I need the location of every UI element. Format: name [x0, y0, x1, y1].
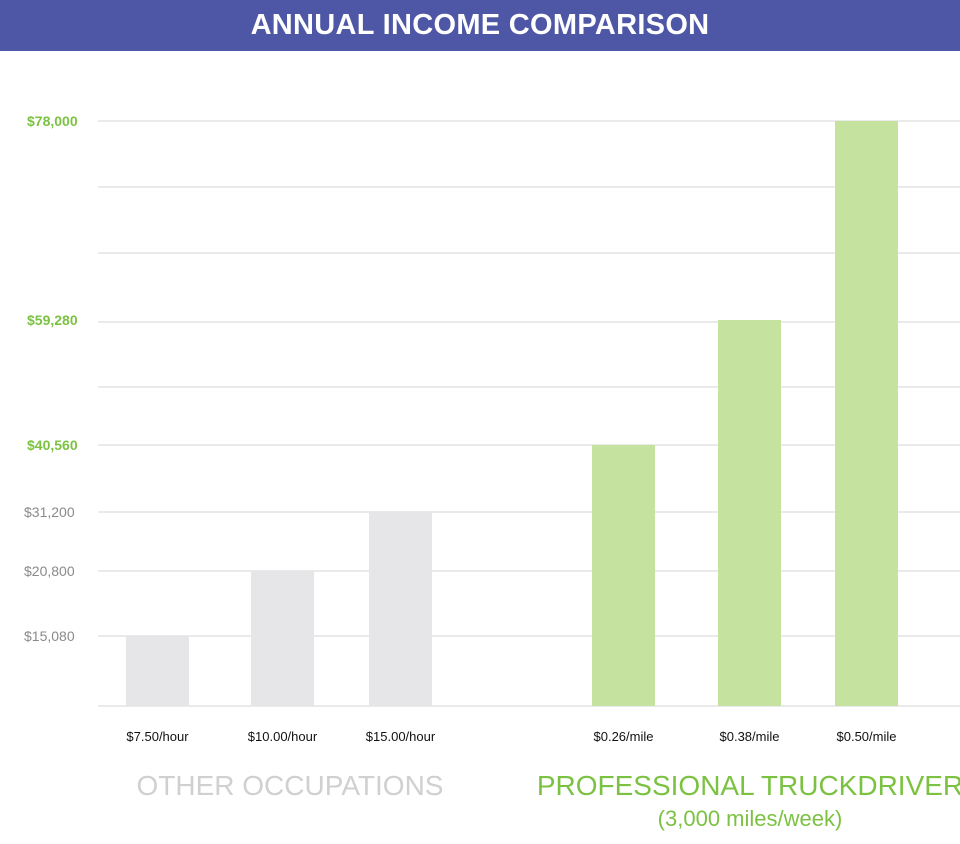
group-label-truckdriver: PROFESSIONAL TRUCKDRIVER (3,000 miles/we… — [530, 770, 960, 832]
group-subtitle: (3,000 miles/week) — [657, 806, 843, 831]
x-tick-label: $10.00/hour — [248, 729, 318, 744]
y-tick-label: $31,200 — [24, 504, 75, 520]
x-tick-label: $7.50/hour — [126, 729, 189, 744]
group-title: PROFESSIONAL TRUCKDRIVER — [536, 770, 960, 801]
x-tick-label: $0.50/mile — [837, 729, 897, 744]
y-tick-label: $40,560 — [27, 437, 78, 453]
y-tick-label: $20,800 — [24, 563, 75, 579]
chart-title: ANNUAL INCOME COMPARISON — [250, 9, 710, 41]
y-tick-label: $15,080 — [24, 628, 75, 644]
bar — [369, 512, 432, 706]
bar — [835, 121, 898, 706]
y-tick-label: $59,280 — [27, 312, 78, 328]
y-tick-label: $78,000 — [27, 113, 78, 129]
bar — [251, 571, 314, 706]
bar — [592, 445, 655, 706]
title-banner: ANNUAL INCOME COMPARISON — [0, 0, 960, 51]
x-tick-label: $0.38/mile — [720, 729, 780, 744]
x-tick-label: $0.26/mile — [594, 729, 654, 744]
group-label-other-occupations: OTHER OCCUPATIONS — [136, 770, 444, 801]
bar — [126, 636, 189, 706]
x-tick-label: $15.00/hour — [366, 729, 436, 744]
bar — [718, 320, 781, 706]
